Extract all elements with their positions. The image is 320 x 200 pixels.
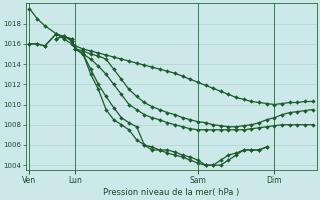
X-axis label: Pression niveau de la mer( hPa ): Pression niveau de la mer( hPa ) — [103, 188, 239, 197]
